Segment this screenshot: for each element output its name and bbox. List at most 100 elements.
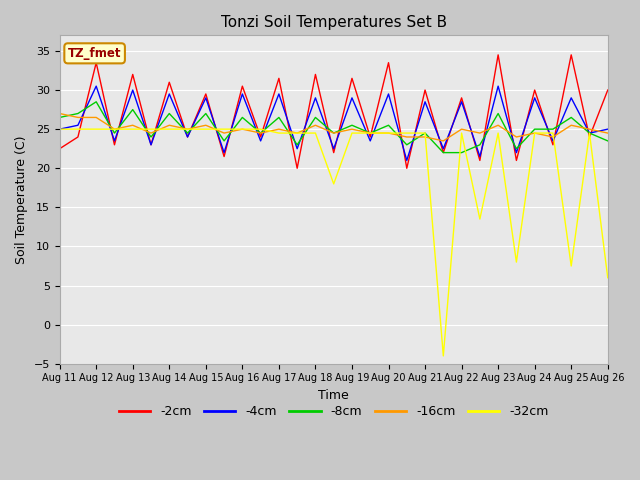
-2cm bbox=[367, 134, 374, 140]
-8cm bbox=[476, 142, 484, 148]
-32cm bbox=[330, 181, 337, 187]
-8cm bbox=[239, 115, 246, 120]
-16cm bbox=[275, 126, 283, 132]
-8cm bbox=[494, 111, 502, 117]
-2cm bbox=[92, 60, 100, 66]
-2cm bbox=[385, 60, 392, 66]
-32cm bbox=[56, 126, 63, 132]
-16cm bbox=[56, 111, 63, 117]
-32cm bbox=[257, 126, 264, 132]
-8cm bbox=[220, 138, 228, 144]
-2cm bbox=[56, 146, 63, 152]
-4cm bbox=[257, 138, 264, 144]
-32cm bbox=[476, 216, 484, 222]
-4cm bbox=[293, 146, 301, 152]
-4cm bbox=[604, 126, 612, 132]
-32cm bbox=[586, 130, 593, 136]
-2cm bbox=[476, 157, 484, 163]
-32cm bbox=[202, 126, 210, 132]
-32cm bbox=[239, 126, 246, 132]
-2cm bbox=[494, 52, 502, 58]
-16cm bbox=[165, 122, 173, 128]
-8cm bbox=[129, 107, 136, 112]
-32cm bbox=[312, 130, 319, 136]
-8cm bbox=[403, 142, 411, 148]
-16cm bbox=[348, 126, 356, 132]
-16cm bbox=[367, 130, 374, 136]
-16cm bbox=[568, 122, 575, 128]
Text: TZ_fmet: TZ_fmet bbox=[68, 47, 122, 60]
-32cm bbox=[275, 130, 283, 136]
-16cm bbox=[220, 130, 228, 136]
-8cm bbox=[385, 122, 392, 128]
-8cm bbox=[330, 130, 337, 136]
-4cm bbox=[476, 154, 484, 159]
-4cm bbox=[549, 138, 557, 144]
-32cm bbox=[385, 130, 392, 136]
-16cm bbox=[440, 138, 447, 144]
-32cm bbox=[367, 130, 374, 136]
-8cm bbox=[513, 146, 520, 152]
-8cm bbox=[421, 130, 429, 136]
-2cm bbox=[403, 166, 411, 171]
-2cm bbox=[129, 72, 136, 77]
-16cm bbox=[111, 126, 118, 132]
-16cm bbox=[330, 130, 337, 136]
-8cm bbox=[275, 115, 283, 120]
-2cm bbox=[147, 142, 155, 148]
-32cm bbox=[147, 126, 155, 132]
-16cm bbox=[458, 126, 465, 132]
-8cm bbox=[92, 99, 100, 105]
-8cm bbox=[202, 111, 210, 117]
-32cm bbox=[403, 130, 411, 136]
-16cm bbox=[293, 130, 301, 136]
-2cm bbox=[458, 95, 465, 101]
-32cm bbox=[220, 126, 228, 132]
-2cm bbox=[165, 79, 173, 85]
-16cm bbox=[403, 134, 411, 140]
-16cm bbox=[476, 130, 484, 136]
-32cm bbox=[604, 275, 612, 281]
-8cm bbox=[531, 126, 538, 132]
-8cm bbox=[312, 115, 319, 120]
-32cm bbox=[513, 259, 520, 265]
-8cm bbox=[458, 150, 465, 156]
-4cm bbox=[129, 87, 136, 93]
-4cm bbox=[568, 95, 575, 101]
-8cm bbox=[568, 115, 575, 120]
-2cm bbox=[568, 52, 575, 58]
-32cm bbox=[494, 130, 502, 136]
-4cm bbox=[184, 134, 191, 140]
-8cm bbox=[586, 130, 593, 136]
Title: Tonzi Soil Temperatures Set B: Tonzi Soil Temperatures Set B bbox=[221, 15, 447, 30]
-4cm bbox=[440, 146, 447, 152]
-2cm bbox=[330, 150, 337, 156]
X-axis label: Time: Time bbox=[318, 389, 349, 402]
-16cm bbox=[312, 122, 319, 128]
Line: -16cm: -16cm bbox=[60, 114, 608, 141]
-2cm bbox=[549, 142, 557, 148]
-8cm bbox=[56, 115, 63, 120]
-16cm bbox=[549, 134, 557, 140]
-2cm bbox=[513, 157, 520, 163]
-4cm bbox=[275, 91, 283, 97]
-16cm bbox=[257, 130, 264, 136]
-8cm bbox=[257, 130, 264, 136]
-2cm bbox=[348, 75, 356, 81]
-4cm bbox=[92, 83, 100, 89]
-32cm bbox=[293, 130, 301, 136]
-16cm bbox=[604, 130, 612, 136]
-8cm bbox=[440, 150, 447, 156]
-4cm bbox=[348, 95, 356, 101]
-4cm bbox=[367, 138, 374, 144]
-16cm bbox=[531, 130, 538, 136]
-2cm bbox=[586, 134, 593, 140]
Line: -4cm: -4cm bbox=[60, 86, 608, 160]
-4cm bbox=[312, 95, 319, 101]
-2cm bbox=[184, 134, 191, 140]
-16cm bbox=[421, 134, 429, 140]
-16cm bbox=[74, 115, 82, 120]
-4cm bbox=[494, 83, 502, 89]
-4cm bbox=[421, 99, 429, 105]
-2cm bbox=[440, 150, 447, 156]
